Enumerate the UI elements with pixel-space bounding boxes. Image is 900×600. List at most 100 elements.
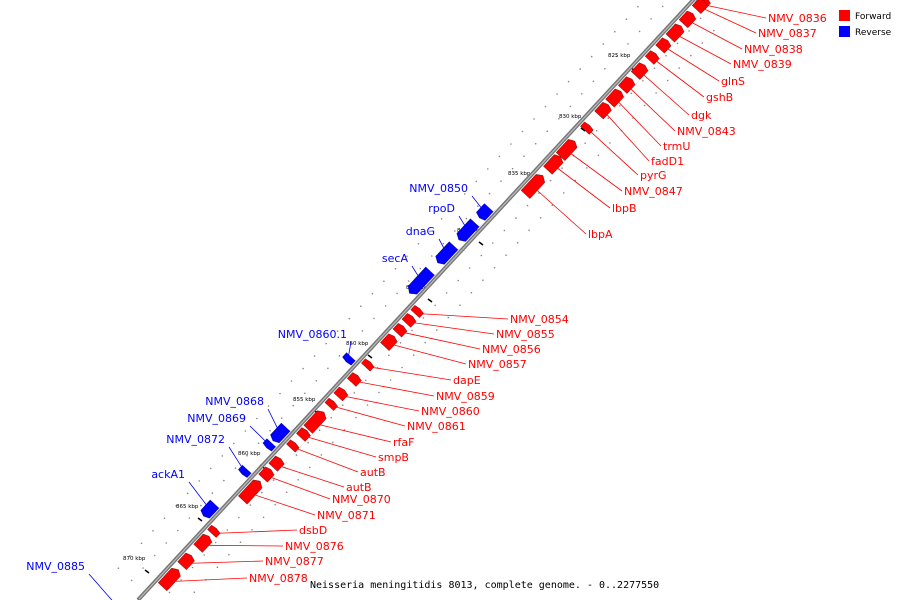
gene-gshb-feature: [644, 50, 660, 65]
track-dot: [261, 491, 263, 494]
track-dot: [661, 5, 664, 8]
track-dot: [198, 480, 200, 482]
gene-label-nmv-0856: NMV_0856: [482, 343, 541, 356]
gene-label-dsbd: dsbD: [299, 524, 327, 537]
track-dot: [200, 504, 202, 507]
leader-nmv-0856: [402, 331, 481, 350]
gene-label-trmu: trmU: [663, 140, 690, 153]
track-dot: [338, 355, 341, 357]
gene-nmv-0872-feature-face: [247, 469, 256, 478]
gene-fadd1-feature-face: [603, 106, 616, 120]
leader-nmv-0843: [628, 86, 676, 132]
track-dot: [355, 416, 357, 419]
track-dot: [274, 504, 276, 506]
track-dot: [165, 542, 167, 544]
leader-nmv-0876: [204, 544, 284, 547]
gene-label-nmv-0857: NMV_0857: [468, 358, 527, 371]
leader-nmv-0838: [689, 21, 743, 50]
track-dot: [130, 579, 133, 582]
gene-label-nmv-0885: NMV_0885: [26, 560, 85, 573]
scale-tick-label: 850 kbp: [346, 341, 369, 347]
leader-nmv-0854: [419, 313, 509, 320]
gene-label-acka1: ackA1: [151, 468, 185, 481]
track-dot: [304, 392, 306, 395]
legend: Forward Reverse: [839, 10, 892, 38]
gene-nmv-0847-feature-face: [564, 143, 582, 161]
track-dot: [221, 455, 224, 457]
track-dot: [701, 42, 704, 44]
leader-nmv-0850: [471, 195, 485, 212]
track-dot: [279, 392, 281, 395]
gene-label-nmv-0870: NMV_0870: [332, 493, 391, 506]
gene-nmv-0860-feature-face: [342, 391, 352, 401]
gene-nmv-0872-feature: [238, 464, 252, 478]
gene-nmv-0838-feature-face: [687, 15, 700, 28]
track-dot: [361, 330, 364, 332]
genome-backbone-highlight: [138, 0, 695, 600]
leader-nmv-0855: [411, 322, 495, 335]
leader-nmv-0861: [333, 406, 406, 427]
track-dot: [191, 566, 194, 569]
gene-label-nmv-0877: NMV_0877: [265, 555, 324, 568]
scale-tick-label: 830 kbp: [559, 114, 582, 120]
track-dot: [330, 416, 333, 419]
track-dot: [643, 104, 646, 107]
track-dot: [688, 30, 690, 32]
track-dot: [690, 54, 692, 57]
track-dot: [313, 355, 316, 357]
track-dot: [533, 118, 535, 120]
gene-nmv-0843-feature-face: [627, 80, 640, 94]
track-dot: [586, 167, 588, 169]
track-dot: [244, 430, 247, 432]
track-dot: [249, 504, 252, 506]
track-dot: [188, 517, 191, 519]
track-dot: [440, 218, 443, 220]
genome-caption: Neisseria meningitidis 8013, complete ge…: [310, 580, 659, 591]
track-dot: [325, 342, 328, 345]
track-dot: [528, 229, 530, 232]
track-dot: [569, 105, 572, 108]
track-dot: [584, 142, 586, 144]
gene-lbpb-feature-face: [552, 158, 568, 175]
track-dot: [394, 267, 397, 270]
leader-nmv-0847: [568, 151, 623, 192]
gene-dgk-feature-face: [639, 66, 653, 80]
leader-acka1: [188, 481, 210, 509]
gene-label-nmv-0860: NMV_0860: [421, 405, 480, 418]
gene-nmv-0861-feature: [324, 397, 338, 411]
track-dot: [401, 366, 403, 369]
track-dot: [203, 554, 205, 556]
gene-label-pyrg: pyrG: [640, 169, 667, 182]
track-dot: [699, 17, 702, 20]
track-dot: [209, 467, 212, 470]
track-dot: [676, 42, 679, 45]
leader-trmu: [616, 99, 662, 147]
gene-nmv-0854-feature: [410, 305, 424, 319]
gene-smpb-feature-face: [305, 431, 315, 442]
track-dot: [211, 492, 214, 494]
track-dot: [581, 93, 583, 95]
leader-nmv-0885: [88, 573, 113, 600]
track-dot: [475, 180, 478, 183]
leader-nmv-0878: [171, 577, 248, 582]
track-dot: [233, 442, 235, 445]
gene-rfaf-feature: [303, 410, 327, 434]
scale-tick-label: 855 kbp: [293, 397, 316, 403]
gene-label-glns: glnS: [721, 75, 745, 88]
track-dot: [407, 280, 410, 282]
track-dot: [388, 354, 390, 357]
track-dot: [457, 279, 460, 282]
leader-gshb: [654, 59, 705, 98]
gene-nmv-0855-feature-face: [410, 317, 421, 328]
track-dot: [574, 179, 577, 182]
track-dot: [152, 530, 154, 532]
leader-dsbd: [215, 529, 298, 534]
track-dot: [378, 391, 380, 394]
track-dot: [228, 553, 230, 556]
gene-dnag-feature: [435, 241, 459, 265]
leader-lbpa: [534, 188, 587, 235]
track-dot: [353, 392, 356, 394]
track-dot: [223, 479, 225, 482]
